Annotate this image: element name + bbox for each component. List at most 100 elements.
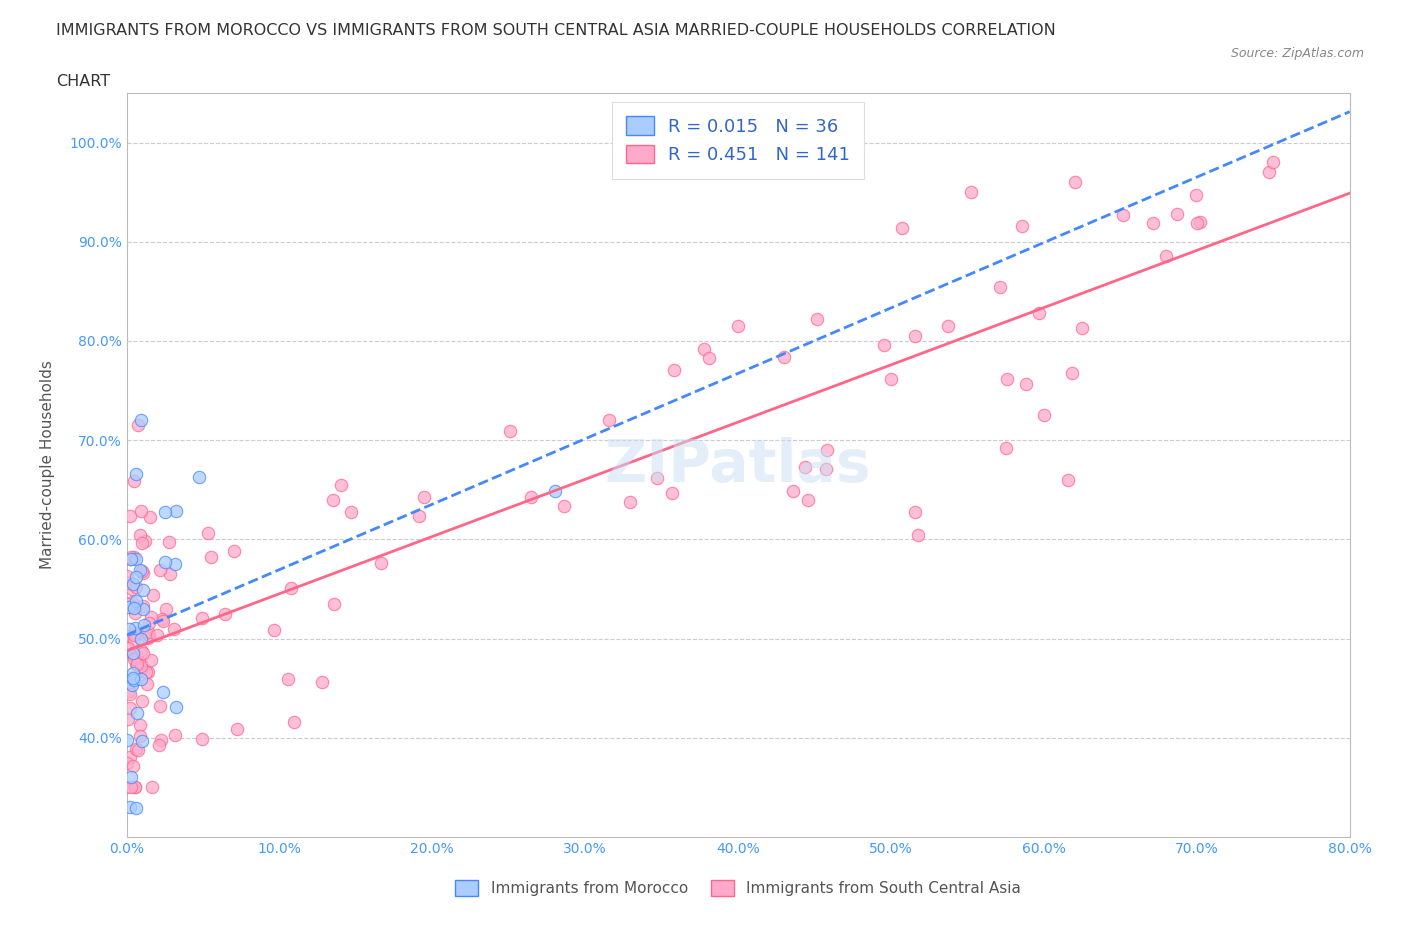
Point bbox=[1258, 165, 1281, 179]
Point bbox=[127, 706, 149, 721]
Point bbox=[125, 551, 148, 566]
Point bbox=[141, 610, 163, 625]
Point bbox=[136, 624, 159, 639]
Point bbox=[122, 550, 145, 565]
Point bbox=[118, 576, 141, 591]
Point bbox=[120, 551, 142, 566]
Point bbox=[117, 711, 139, 726]
Point bbox=[693, 341, 716, 356]
Point bbox=[793, 460, 815, 475]
Point bbox=[1028, 306, 1050, 321]
Point bbox=[125, 657, 148, 671]
Point bbox=[322, 493, 344, 508]
Point bbox=[135, 676, 157, 691]
Point bbox=[499, 424, 522, 439]
Point bbox=[988, 280, 1011, 295]
Point bbox=[553, 498, 575, 513]
Point bbox=[904, 505, 927, 520]
Point bbox=[619, 495, 641, 510]
Point bbox=[129, 503, 152, 518]
Point bbox=[157, 535, 180, 550]
Point bbox=[125, 657, 148, 671]
Point bbox=[412, 489, 434, 504]
Point bbox=[149, 733, 172, 748]
Point bbox=[124, 742, 146, 757]
Point bbox=[1071, 321, 1094, 336]
Point bbox=[118, 509, 141, 524]
Point bbox=[149, 563, 172, 578]
Point bbox=[152, 684, 174, 699]
Point bbox=[121, 577, 143, 591]
Point bbox=[159, 566, 181, 581]
Point bbox=[139, 510, 162, 525]
Point bbox=[122, 600, 145, 615]
Point bbox=[727, 319, 749, 334]
Point bbox=[120, 780, 142, 795]
Legend: Immigrants from Morocco, Immigrants from South Central Asia: Immigrants from Morocco, Immigrants from… bbox=[449, 872, 1028, 904]
Point bbox=[664, 363, 686, 378]
Point bbox=[117, 684, 139, 698]
Point bbox=[117, 755, 139, 770]
Point bbox=[129, 643, 152, 658]
Point bbox=[125, 650, 148, 665]
Point bbox=[645, 471, 668, 485]
Point bbox=[132, 618, 155, 632]
Point bbox=[1011, 219, 1033, 233]
Point bbox=[118, 700, 141, 715]
Point bbox=[191, 731, 214, 746]
Point bbox=[122, 666, 145, 681]
Point bbox=[880, 371, 903, 386]
Point bbox=[997, 371, 1019, 386]
Point bbox=[1112, 207, 1135, 222]
Point bbox=[131, 658, 153, 673]
Point bbox=[125, 801, 148, 816]
Point bbox=[1064, 174, 1087, 189]
Point bbox=[995, 440, 1018, 455]
Point bbox=[153, 554, 176, 569]
Point bbox=[125, 579, 148, 594]
Point bbox=[127, 418, 149, 432]
Point bbox=[329, 478, 352, 493]
Point bbox=[200, 550, 222, 565]
Point bbox=[127, 742, 149, 757]
Point bbox=[124, 626, 146, 641]
Point bbox=[131, 602, 153, 617]
Point bbox=[191, 611, 214, 626]
Point bbox=[1060, 365, 1083, 380]
Point bbox=[163, 621, 186, 636]
Point bbox=[1015, 376, 1038, 391]
Point bbox=[370, 555, 392, 570]
Point bbox=[960, 185, 983, 200]
Point bbox=[277, 671, 299, 686]
Point bbox=[904, 329, 927, 344]
Point bbox=[131, 564, 153, 578]
Point bbox=[118, 750, 141, 764]
Point bbox=[772, 350, 794, 365]
Point bbox=[197, 525, 219, 540]
Point bbox=[598, 413, 620, 428]
Point bbox=[224, 543, 246, 558]
Point bbox=[263, 622, 285, 637]
Point bbox=[121, 645, 143, 660]
Point bbox=[135, 665, 157, 680]
Point bbox=[131, 656, 153, 671]
Point bbox=[134, 533, 156, 548]
Point bbox=[1189, 215, 1212, 230]
Point bbox=[122, 627, 145, 642]
Point bbox=[697, 351, 720, 365]
Point bbox=[129, 631, 152, 646]
Point bbox=[122, 652, 145, 667]
Point bbox=[543, 484, 565, 498]
Point bbox=[149, 698, 172, 713]
Point bbox=[122, 473, 145, 488]
Point bbox=[125, 569, 148, 584]
Point bbox=[661, 485, 683, 500]
Point bbox=[936, 319, 959, 334]
Point bbox=[520, 490, 543, 505]
Point bbox=[152, 614, 174, 629]
Point bbox=[138, 628, 160, 643]
Point bbox=[125, 466, 148, 481]
Point bbox=[872, 338, 894, 352]
Point bbox=[121, 671, 143, 685]
Point bbox=[340, 504, 363, 519]
